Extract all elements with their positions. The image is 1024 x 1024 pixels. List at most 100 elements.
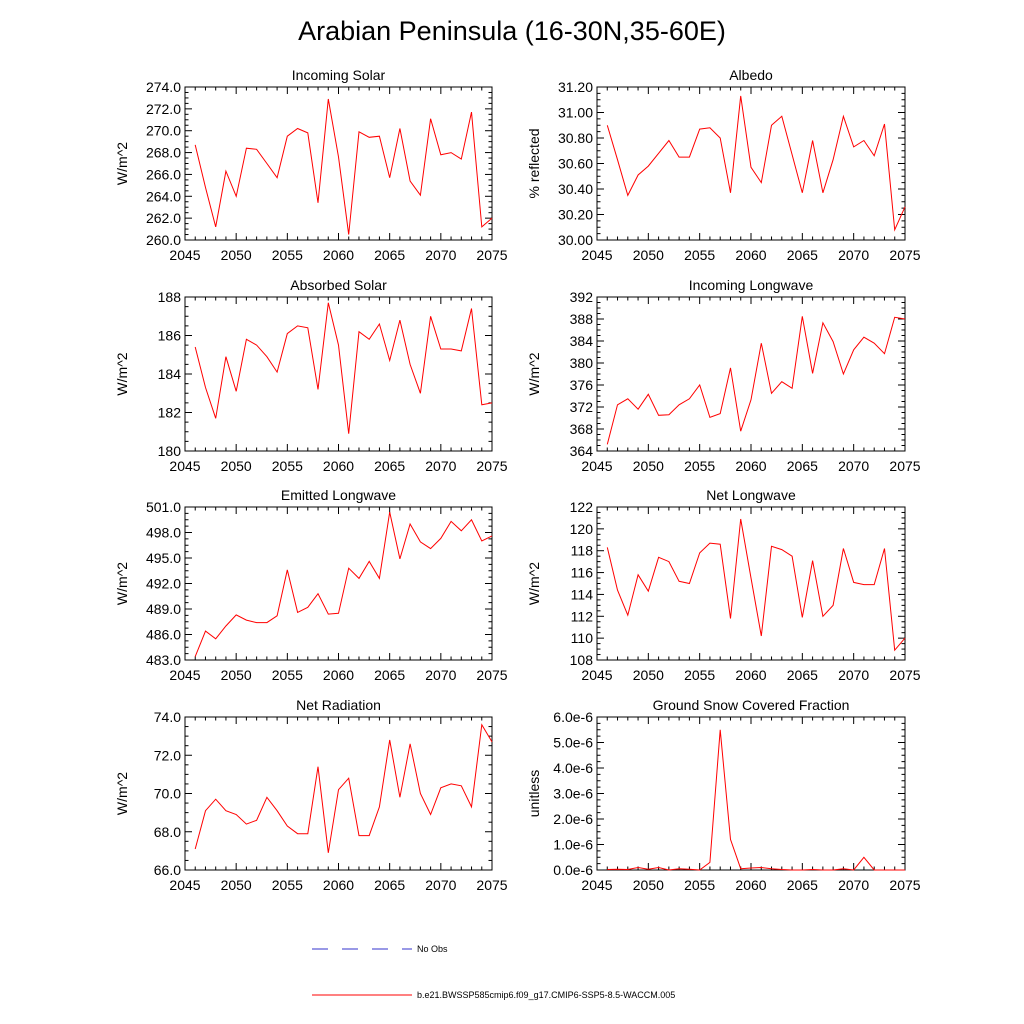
- y-tick-label: 376: [570, 377, 594, 393]
- x-tick-label: 2060: [735, 247, 766, 263]
- y-tick-label: 384: [570, 333, 594, 349]
- y-tick-label: 368: [570, 421, 594, 437]
- x-tick-label: 2065: [787, 877, 818, 893]
- x-tick-label: 2070: [838, 877, 869, 893]
- legend-entry-obs: No Obs: [312, 944, 448, 954]
- y-tick-label: 114: [571, 586, 594, 602]
- y-tick-label: 122: [570, 499, 594, 515]
- y-tick-label: 180: [158, 443, 182, 459]
- y-tick-label: 274.0: [146, 79, 181, 95]
- x-tick-label: 2070: [838, 247, 869, 263]
- chart-title: Net Longwave: [706, 487, 796, 503]
- plot-frame: [596, 716, 906, 871]
- series-line: [194, 511, 493, 657]
- x-tick-label: 2065: [374, 247, 405, 263]
- x-tick-label: 2075: [476, 247, 507, 263]
- x-tick-label: 2050: [633, 458, 664, 474]
- y-tick-label: 498.0: [146, 525, 181, 541]
- chart-title: Incoming Solar: [292, 67, 386, 83]
- y-axis-label: W/m^2: [114, 142, 130, 185]
- chart-panel: Net Radiation W/m^2 2045 2050 2055 2060 2065 20…: [114, 697, 508, 893]
- y-axis-label: W/m^2: [114, 562, 130, 605]
- chart-title: Albedo: [729, 67, 773, 83]
- y-tick-label: 118: [571, 543, 594, 559]
- x-tick-label: 2060: [323, 667, 354, 683]
- panels-group: Incoming Solar W/m^2 2045 2050 2055 2060 2065 2…: [114, 67, 921, 893]
- y-tick-label: 270.0: [146, 123, 181, 139]
- y-tick-label: 501.0: [146, 499, 181, 515]
- x-tick-label: 2060: [323, 247, 354, 263]
- chart-panel: Incoming Solar W/m^2 2045 2050 2055 2060 2065 2…: [114, 67, 508, 263]
- y-tick-label: 72.0: [154, 747, 181, 763]
- x-tick-label: 2045: [581, 667, 612, 683]
- chart-title: Ground Snow Covered Fraction: [653, 697, 850, 713]
- x-tick-label: 2060: [735, 667, 766, 683]
- y-tick-label: 483.0: [146, 652, 181, 668]
- x-tick-label: 2050: [633, 877, 664, 893]
- y-tick-label: 31.00: [558, 105, 593, 121]
- chart-panel: Albedo % reflected 2045 2050 2055 2060 2065 207…: [526, 67, 921, 263]
- x-tick-label: 2070: [425, 247, 456, 263]
- y-tick-label: 112: [571, 608, 594, 624]
- x-tick-label: 2065: [374, 877, 405, 893]
- y-tick-label: 264.0: [146, 188, 181, 204]
- x-tick-label: 2050: [221, 247, 252, 263]
- chart-title: Emitted Longwave: [281, 487, 396, 503]
- chart-panel: Net Longwave W/m^2 2045 2050 2055 2060 2065 207…: [526, 487, 921, 683]
- x-tick-label: 2055: [684, 458, 715, 474]
- plot-frame: [184, 86, 493, 241]
- y-tick-label: 1.0e-6: [553, 837, 593, 853]
- y-tick-label: 116: [571, 565, 594, 581]
- y-tick-label: 188: [158, 289, 182, 305]
- x-tick-label: 2075: [889, 667, 920, 683]
- series-line: [194, 98, 493, 235]
- chart-panel: Emitted Longwave W/m^2 2045 2050 2055 2060 206…: [114, 487, 508, 683]
- chart-title: Net Radiation: [296, 697, 381, 713]
- x-tick-label: 2065: [374, 667, 405, 683]
- x-tick-label: 2070: [425, 458, 456, 474]
- plot-frame: [184, 716, 493, 871]
- y-tick-label: 495.0: [146, 550, 181, 566]
- x-tick-label: 2055: [272, 458, 303, 474]
- x-tick-label: 2060: [735, 877, 766, 893]
- y-axis-label: W/m^2: [114, 772, 130, 815]
- y-tick-label: 372: [570, 399, 594, 415]
- x-tick-label: 2070: [838, 458, 869, 474]
- x-tick-label: 2045: [169, 667, 200, 683]
- legend: No Obs b.e21.BWSSP585cmip6.f09_g17.CMIP6…: [312, 944, 675, 1000]
- y-tick-label: 489.0: [146, 601, 181, 617]
- x-tick-label: 2075: [476, 667, 507, 683]
- x-tick-label: 2055: [272, 667, 303, 683]
- y-axis-label: unitless: [526, 770, 542, 817]
- series-line: [606, 518, 906, 652]
- y-tick-label: 272.0: [146, 101, 181, 117]
- legend-model-label: b.e21.BWSSP585cmip6.f09_g17.CMIP6-SSP5-8…: [417, 990, 675, 1000]
- plot-frame: [596, 296, 906, 452]
- x-tick-label: 2055: [684, 247, 715, 263]
- x-tick-label: 2045: [581, 247, 612, 263]
- x-tick-label: 2075: [889, 247, 920, 263]
- x-tick-label: 2045: [581, 458, 612, 474]
- x-tick-label: 2065: [374, 458, 405, 474]
- y-tick-label: 268.0: [146, 145, 181, 161]
- y-axis-label: W/m^2: [526, 352, 542, 395]
- series-line: [194, 723, 493, 853]
- x-tick-label: 2070: [425, 667, 456, 683]
- x-tick-label: 2065: [787, 247, 818, 263]
- y-tick-label: 364: [570, 443, 594, 459]
- legend-entry-model: b.e21.BWSSP585cmip6.f09_g17.CMIP6-SSP5-8…: [312, 990, 675, 1000]
- y-tick-label: 68.0: [154, 824, 181, 840]
- chart-panel: Absorbed Solar W/m^2 2045 2050 2055 2060 2065 2…: [114, 277, 508, 474]
- chart-panel: Ground Snow Covered Fraction unitless 2045…: [526, 697, 921, 893]
- y-tick-label: 380: [570, 355, 594, 371]
- x-tick-label: 2050: [221, 877, 252, 893]
- y-tick-label: 186: [158, 328, 182, 344]
- x-tick-label: 2060: [735, 458, 766, 474]
- chart-title: Incoming Longwave: [689, 277, 814, 293]
- figure-title: Arabian Peninsula (16-30N,35-60E): [298, 16, 726, 46]
- legend-obs-label: No Obs: [417, 944, 448, 954]
- y-tick-label: 30.60: [558, 156, 593, 172]
- y-tick-label: 486.0: [146, 627, 181, 643]
- y-tick-label: 0.0e-6: [553, 862, 593, 878]
